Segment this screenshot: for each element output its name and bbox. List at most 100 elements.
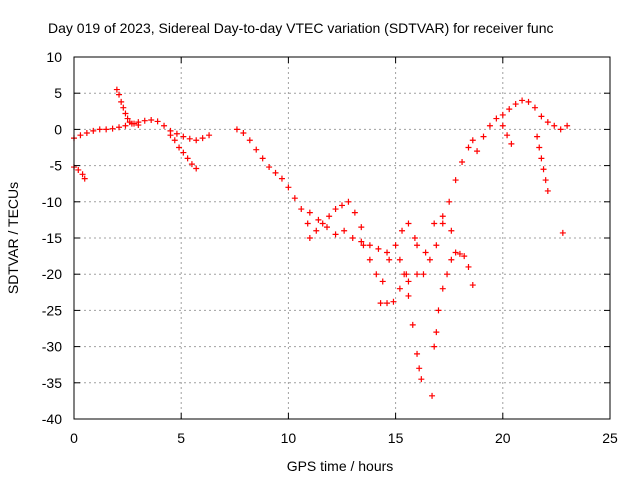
data-point: [135, 122, 142, 129]
x-tick-label: 10: [281, 430, 297, 446]
data-point: [120, 104, 127, 111]
data-point: [551, 122, 558, 129]
data-point: [90, 127, 97, 134]
data-point: [519, 97, 526, 104]
y-tick-label: -30: [42, 339, 62, 355]
data-point: [259, 155, 266, 162]
data-point: [180, 149, 187, 156]
y-tick-label: -20: [42, 266, 62, 282]
data-point: [141, 117, 148, 124]
data-point: [405, 292, 412, 299]
data-point: [313, 227, 320, 234]
data-point: [411, 235, 418, 241]
data-point: [416, 365, 423, 372]
data-point: [486, 122, 493, 129]
y-tick-label: -40: [42, 411, 62, 427]
data-point: [285, 184, 292, 191]
data-point: [306, 235, 313, 241]
data-point: [319, 220, 326, 227]
data-point: [377, 300, 384, 307]
data-point: [148, 116, 155, 123]
x-axis-title: GPS time / hours: [287, 458, 394, 474]
series-segment-15: [499, 122, 515, 147]
series-segment-5: [233, 126, 311, 227]
series-segment-12: [431, 249, 476, 350]
data-point: [399, 227, 406, 234]
grid: [74, 57, 610, 419]
data-point: [390, 298, 397, 305]
data-point: [109, 125, 116, 132]
data-point: [420, 271, 427, 278]
data-point: [188, 161, 195, 168]
data-point: [326, 213, 333, 220]
data-point: [176, 144, 183, 151]
data-point: [422, 249, 429, 256]
data-point: [96, 126, 103, 133]
data-point: [431, 220, 438, 227]
data-point: [315, 216, 322, 223]
data-point: [461, 253, 468, 260]
data-point: [414, 350, 421, 357]
data-layer: [71, 86, 571, 399]
data-point: [392, 242, 399, 249]
data-point: [126, 119, 133, 126]
data-point: [122, 122, 129, 129]
data-point: [193, 137, 200, 144]
data-point: [332, 206, 339, 213]
y-tick-label: -25: [42, 302, 62, 318]
data-point: [83, 130, 90, 137]
y-tick-label: -5: [50, 158, 63, 174]
data-point: [79, 171, 86, 178]
data-point: [396, 285, 403, 292]
data-point: [439, 285, 446, 292]
data-point: [508, 140, 515, 147]
series-segment-11: [420, 137, 476, 278]
data-point: [349, 235, 356, 241]
y-axis-title: SDTVAR / TECUs: [5, 182, 21, 294]
data-point: [113, 86, 120, 93]
data-point: [180, 133, 187, 140]
data-point: [253, 146, 260, 153]
data-point: [409, 321, 416, 328]
data-point: [444, 271, 451, 278]
x-tick-label: 15: [388, 430, 404, 446]
series-segment-3: [113, 86, 142, 129]
series-segment-16: [534, 133, 551, 194]
data-point: [538, 155, 545, 162]
data-point: [124, 115, 131, 122]
data-point: [480, 133, 487, 140]
data-point: [525, 98, 532, 105]
data-point: [536, 144, 543, 151]
data-point: [122, 110, 129, 117]
series-segment-17: [429, 392, 436, 399]
data-point: [431, 343, 438, 350]
data-point: [171, 137, 178, 144]
data-point: [499, 111, 506, 118]
y-tick-label: 10: [46, 49, 62, 65]
ticks: 0 5 10 15 20 25 10 5 0 -5 -10 -15 -20 -25 -30 -35 -40: [42, 49, 618, 446]
data-point: [291, 195, 298, 202]
series-segment-6: [306, 198, 365, 241]
data-point: [435, 307, 442, 314]
y-tick-label: -35: [42, 375, 62, 391]
data-point: [272, 169, 279, 176]
data-point: [452, 177, 459, 184]
data-point: [405, 220, 412, 227]
data-point: [240, 130, 247, 137]
data-point: [345, 198, 352, 205]
data-point: [379, 278, 386, 285]
data-point: [81, 175, 88, 182]
data-point: [103, 126, 110, 133]
data-point: [538, 113, 545, 120]
data-point: [233, 126, 240, 133]
data-point: [426, 256, 433, 263]
data-point: [199, 135, 206, 142]
series-segment-14: [474, 97, 571, 155]
data-point: [465, 263, 472, 270]
data-point: [332, 231, 339, 238]
data-point: [360, 242, 367, 249]
data-point: [544, 187, 551, 194]
data-point: [452, 249, 459, 256]
data-point: [77, 132, 84, 139]
x-tick-label: 20: [495, 430, 511, 446]
